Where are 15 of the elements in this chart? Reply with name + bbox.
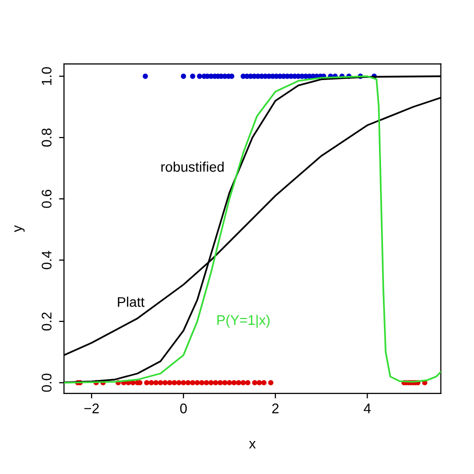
x-axis-title: x	[249, 441, 256, 448]
y-tick-label: 1.0	[42, 67, 52, 85]
series-label: robustified	[161, 162, 224, 172]
y-axis-title: y	[14, 225, 25, 232]
x-tick-label: 2	[272, 404, 279, 414]
y-tick-label: 0.6	[42, 190, 52, 208]
x-tick-label: 4	[364, 404, 371, 414]
x-tick-label: 0	[180, 404, 187, 414]
y-tick-label: 0.0	[42, 374, 52, 392]
series-label: Platt	[118, 296, 144, 307]
series-label: P(Y=1|x)	[217, 314, 270, 328]
y-tick-label: 0.4	[42, 250, 52, 270]
y-tick-label: 0.8	[42, 128, 52, 147]
y-tick-label: 0.2	[42, 312, 52, 331]
x-tick-label: −2	[84, 404, 99, 414]
